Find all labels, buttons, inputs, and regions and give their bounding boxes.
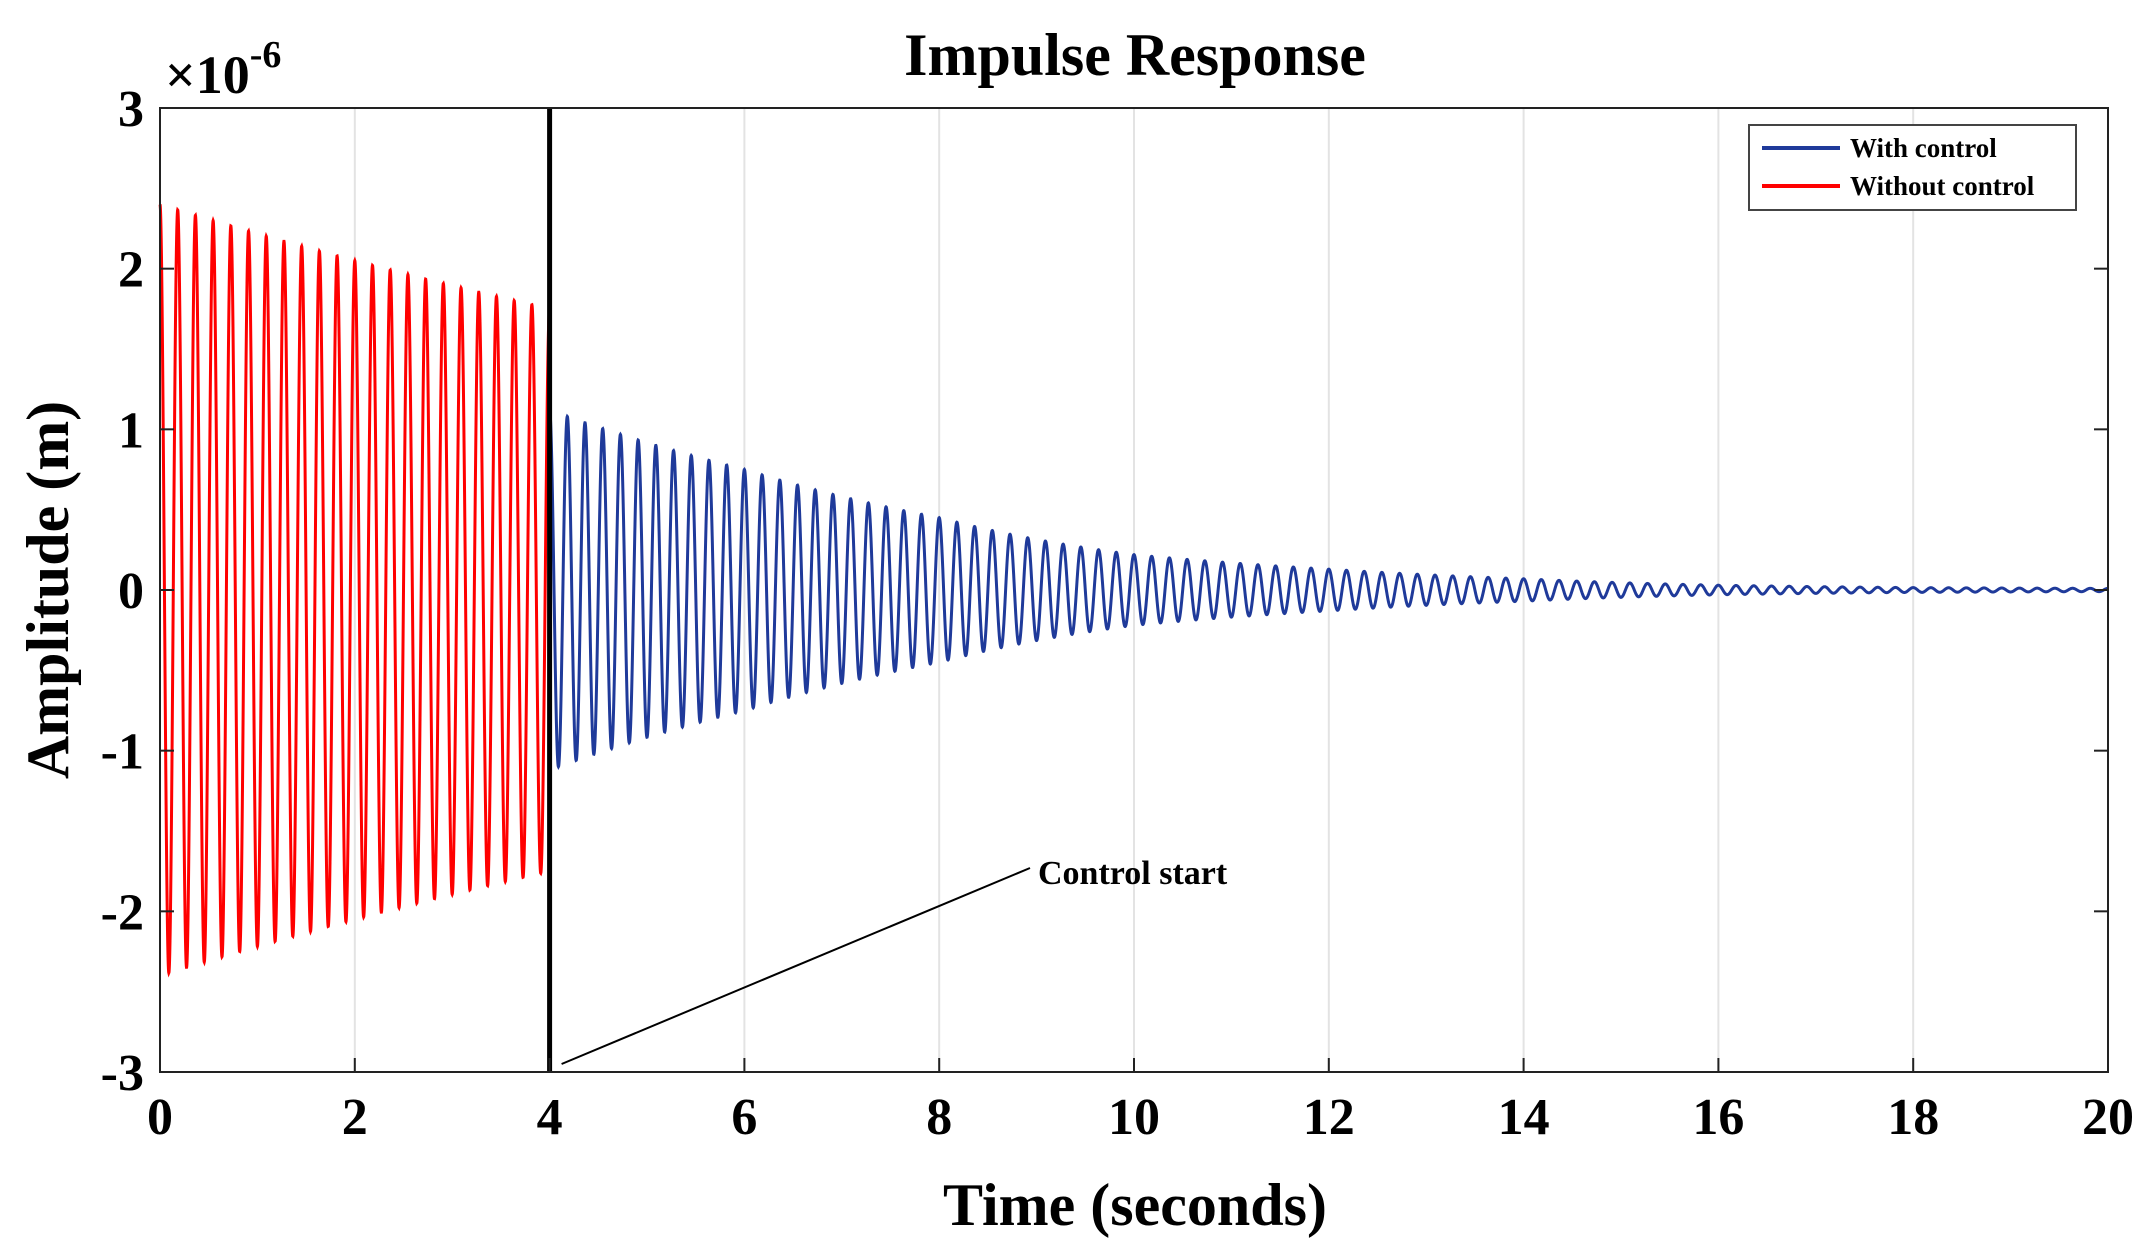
series-with-control bbox=[548, 409, 2109, 771]
series-without-control bbox=[158, 203, 551, 978]
y-axis-multiplier: ×10-6 bbox=[165, 34, 281, 105]
x-tick-label: 2 bbox=[342, 1089, 368, 1146]
y-multiplier-exponent: -6 bbox=[250, 34, 282, 76]
y-tick-label: -2 bbox=[101, 884, 144, 941]
legend-label-without-control: Without control bbox=[1850, 171, 2035, 201]
x-axis-label: Time (seconds) bbox=[943, 1172, 1327, 1238]
x-tick-label: 0 bbox=[147, 1089, 173, 1146]
y-tick-label: -1 bbox=[101, 724, 144, 781]
annotation-arrow-line bbox=[561, 867, 1031, 1065]
chart-title: Impulse Response bbox=[904, 22, 1366, 88]
y-multiplier-base: ×10 bbox=[165, 45, 250, 105]
x-tick-label: 12 bbox=[1303, 1089, 1355, 1146]
annotation-control-start: Control start bbox=[1038, 855, 1228, 892]
x-tick-label: 20 bbox=[2082, 1089, 2134, 1146]
x-tick-label: 16 bbox=[1692, 1089, 1744, 1146]
y-tick-label: 2 bbox=[118, 242, 144, 299]
y-tick-label: 1 bbox=[118, 402, 144, 459]
legend: With control Without control bbox=[1748, 124, 2077, 211]
series-layer bbox=[158, 203, 2109, 978]
y-axis-label: Amplitude (m) bbox=[15, 401, 81, 779]
y-tick-label: 3 bbox=[118, 81, 144, 138]
legend-label-with-control: With control bbox=[1850, 133, 1997, 163]
x-tick-label: 14 bbox=[1498, 1089, 1550, 1146]
y-tick-label: -3 bbox=[101, 1045, 144, 1102]
x-tick-label: 18 bbox=[1887, 1089, 1939, 1146]
legend-box bbox=[1748, 124, 2077, 211]
x-tick-label: 6 bbox=[731, 1089, 757, 1146]
x-tick-label: 10 bbox=[1108, 1089, 1160, 1146]
x-tick-label: 4 bbox=[537, 1089, 563, 1146]
y-tick-label: 0 bbox=[118, 563, 144, 620]
x-tick-label: 8 bbox=[926, 1089, 952, 1146]
